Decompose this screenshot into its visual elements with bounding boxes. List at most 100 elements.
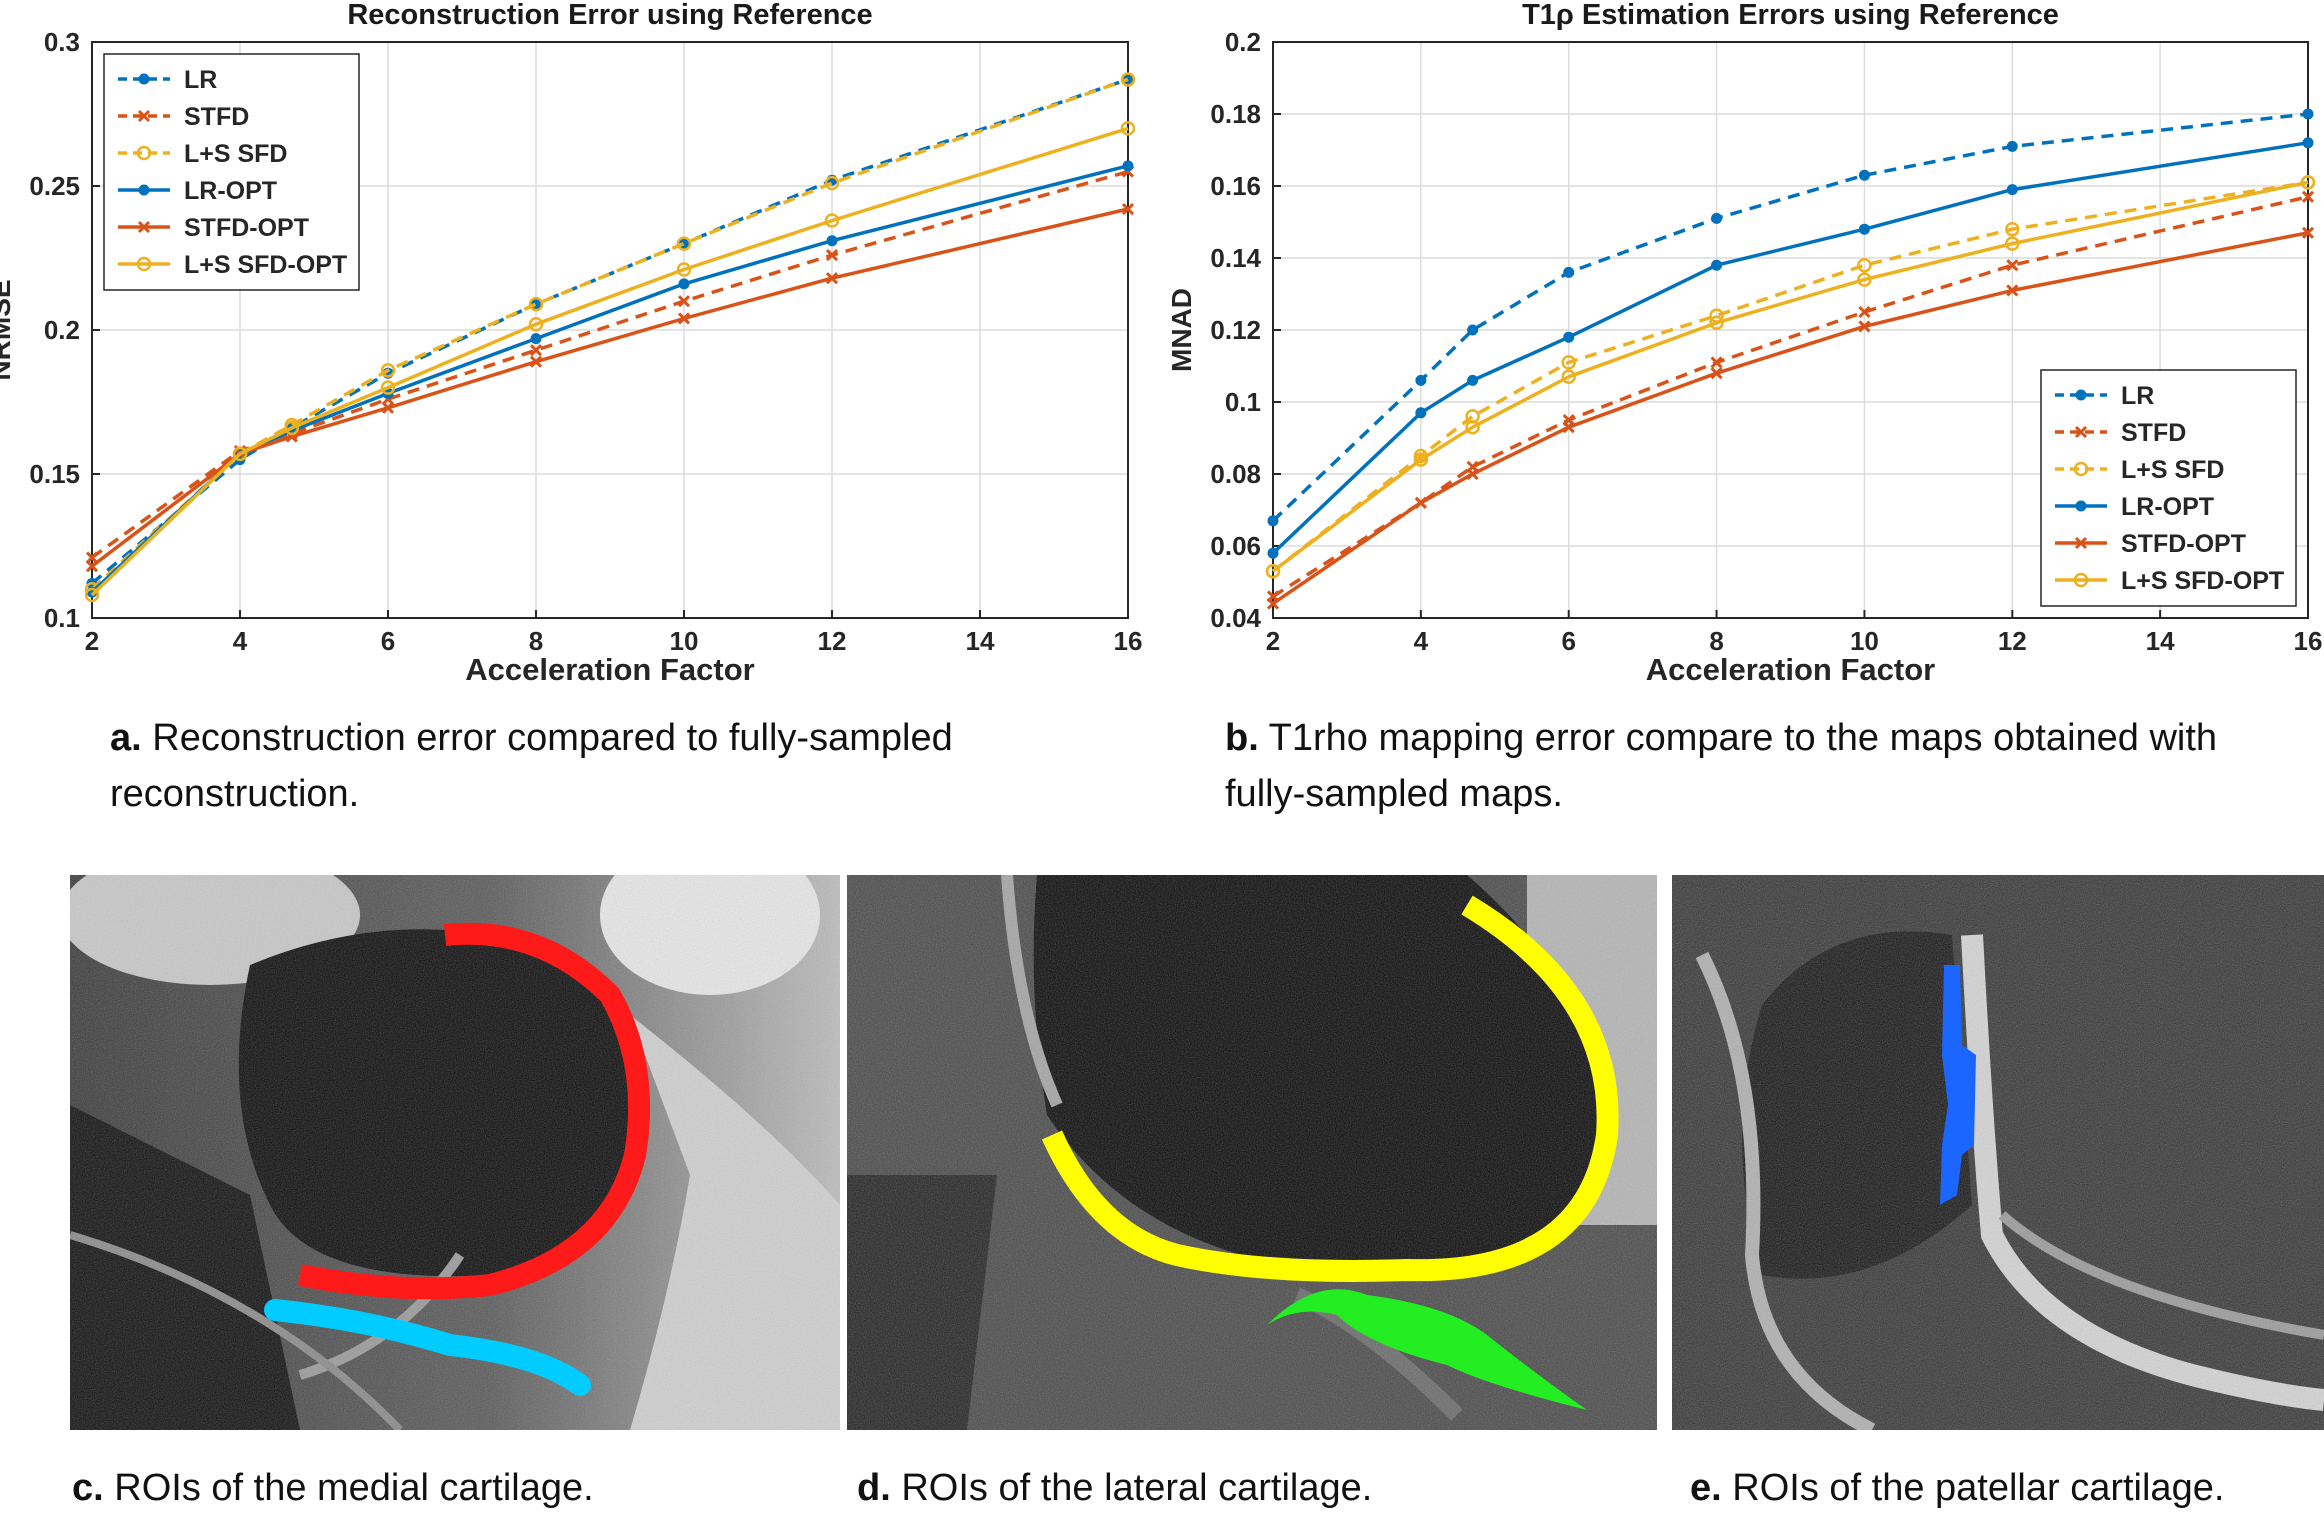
caption-b-text: T1rho mapping error compare to the maps … bbox=[1225, 717, 2218, 815]
nrmse-series-l-s-sfd-point-7 bbox=[1120, 72, 1136, 87]
mnad-series-l-s-sfd-line bbox=[1271, 180, 2309, 573]
nrmse-series-stfd-opt-point-7 bbox=[1121, 202, 1135, 216]
mnad-ytick-label-0.08: 0.08 bbox=[1210, 459, 1261, 489]
nrmse-xtick-label-16: 16 bbox=[1114, 626, 1143, 656]
medial-femoral-roi bbox=[297, 922, 651, 1300]
mnad-series-l-s-sfd-opt-point-3 bbox=[1561, 369, 1576, 385]
nrmse-ytick-label-0.25: 0.25 bbox=[29, 171, 80, 201]
nrmse-legend-lr-label: LR bbox=[184, 66, 217, 94]
mnad-xtick-label-10: 10 bbox=[1850, 626, 1879, 656]
caption-d-label: d. bbox=[857, 1467, 891, 1509]
nrmse-ytick-label-0.1: 0.1 bbox=[44, 603, 80, 633]
mnad-ytick-label-0.04: 0.04 bbox=[1210, 603, 1261, 633]
nrmse-series-stfd-point-4 bbox=[529, 344, 543, 357]
lateral-cartilage-image bbox=[847, 875, 1657, 1430]
nrmse-xtick-label-2: 2 bbox=[85, 626, 99, 656]
nrmse-xtick-label-4: 4 bbox=[233, 626, 248, 656]
nrmse-ytick-label-0.3: 0.3 bbox=[44, 27, 80, 57]
nrmse-series-l-s-sfd-opt-point-0 bbox=[84, 587, 100, 603]
mnad-xtick-label-16: 16 bbox=[2294, 626, 2323, 656]
mnad-series-lr-opt-point-7 bbox=[2302, 137, 2314, 149]
nrmse-series-l-s-sfd-point-3 bbox=[380, 363, 396, 378]
nrmse-xtick-label-14: 14 bbox=[966, 626, 995, 656]
mnad-series-stfd-opt-point-2 bbox=[1466, 467, 1479, 481]
nrmse-legend-lr-marker bbox=[138, 73, 150, 85]
caption-a-label: a. bbox=[110, 717, 142, 759]
mnad-legend-l-s-sfd-label: L+S SFD bbox=[2121, 456, 2225, 484]
mnad-legend-l-s-sfd-marker bbox=[2073, 461, 2089, 477]
mnad-series-stfd-opt-point-1 bbox=[1414, 496, 1427, 509]
mnad-series-lr-point-2 bbox=[1467, 324, 1479, 336]
mnad-series-stfd-point-4 bbox=[1710, 356, 1723, 369]
nrmse-series-lr-opt-point-6 bbox=[826, 235, 838, 247]
mnad-ytick-label-0.12: 0.12 bbox=[1210, 315, 1261, 345]
mnad-ytick-label-0.1: 0.1 bbox=[1225, 387, 1261, 417]
lateral-tibial-roi bbox=[1267, 1289, 1587, 1410]
caption-a-text: Reconstruction error compared to fully-s… bbox=[110, 717, 953, 815]
caption-e-text: ROIs of the patellar cartilage. bbox=[1732, 1467, 2225, 1509]
nrmse-series-stfd-opt-point-3 bbox=[381, 401, 395, 414]
nrmse-ylabel: NRMSE bbox=[0, 279, 16, 380]
mnad-legend-lr-label: LR bbox=[2121, 382, 2154, 410]
nrmse-legend: LR STFD L+S SFD LR-OPT STFD-OPT L+S SFD-OPT bbox=[103, 53, 360, 291]
mnad-ylabel: MNAD bbox=[1170, 288, 1197, 372]
nrmse-legend-stfd-opt-marker bbox=[137, 220, 151, 234]
mnad-xtick-label-12: 12 bbox=[1998, 626, 2027, 656]
mnad-series-lr-point-5 bbox=[1858, 169, 1870, 181]
nrmse-legend-stfd-opt-label: STFD-OPT bbox=[184, 214, 309, 242]
mnad-legend-stfd-opt-label: STFD-OPT bbox=[2121, 530, 2246, 558]
mnad-legend-box bbox=[2040, 369, 2297, 607]
patellar-cartilage-image bbox=[1672, 875, 2324, 1430]
mnad-series-stfd-point-5 bbox=[1858, 305, 1871, 319]
mnad-series-l-s-sfd-opt-point-5 bbox=[1857, 272, 1872, 287]
mnad-series-lr-opt-line bbox=[1271, 141, 2309, 555]
nrmse-xtick-label-6: 6 bbox=[381, 626, 395, 656]
mnad-series-stfd-opt-point-7 bbox=[2301, 226, 2315, 239]
mnad-series-lr-point-6 bbox=[2006, 140, 2018, 152]
mnad-xlabel: Acceleration Factor bbox=[1646, 652, 1935, 687]
mnad-legend-lr-marker bbox=[2075, 389, 2087, 401]
mnad-series-lr-opt-point-5 bbox=[1858, 223, 1870, 235]
mnad-series-l-s-sfd-opt-point-4 bbox=[1709, 315, 1724, 331]
mnad-frame bbox=[1272, 41, 2309, 619]
mnad-series-stfd-point-7 bbox=[2301, 190, 2315, 203]
mnad-series-l-s-sfd-opt-point-1 bbox=[1413, 452, 1429, 467]
mnad-series-stfd-opt-point-6 bbox=[2006, 284, 2019, 297]
nrmse-series-stfd-opt-point-5 bbox=[677, 312, 691, 325]
patellar-roi bbox=[1940, 965, 1976, 1205]
nrmse-ytick-label-0.15: 0.15 bbox=[29, 459, 80, 489]
mnad-series-stfd-opt-point-0 bbox=[1266, 597, 1280, 610]
mnad-series-stfd-opt-point-3 bbox=[1562, 421, 1575, 434]
nrmse-series-l-s-sfd-opt-point-7 bbox=[1120, 121, 1136, 136]
mnad-series-lr-point-1 bbox=[1415, 374, 1427, 386]
caption-e-label: e. bbox=[1690, 1467, 1722, 1509]
nrmse-series-l-s-sfd-point-4 bbox=[528, 296, 544, 312]
mnad-chart: 2 4 6 8 10 12 14 16 0.04 0.06 0.08 0.1 0.12 0.14 0.16 0… bbox=[1170, 0, 2323, 687]
mnad-title: T1ρ Estimation Errors using Reference bbox=[1522, 0, 2059, 31]
mnad-legend-l-s-sfd-opt-label: L+S SFD-OPT bbox=[2121, 567, 2284, 595]
nrmse-xlabel: Acceleration Factor bbox=[465, 652, 754, 687]
mnad-series-stfd-opt-point-5 bbox=[1858, 320, 1871, 333]
nrmse-legend-l-s-sfd-opt-marker bbox=[136, 256, 152, 272]
mnad-series-l-s-sfd-opt-point-7 bbox=[2300, 175, 2316, 190]
nrmse-xtick-label-12: 12 bbox=[818, 626, 847, 656]
mnad-series-lr-point-4 bbox=[1711, 212, 1723, 224]
mnad-series-l-s-sfd-opt-line bbox=[1271, 180, 2309, 573]
nrmse-ytick-label-0.2: 0.2 bbox=[44, 315, 80, 345]
nrmse-legend-stfd-label: STFD bbox=[184, 103, 249, 131]
mnad-ytick-label-0.18: 0.18 bbox=[1210, 99, 1261, 129]
nrmse-series-l-s-sfd-opt-point-5 bbox=[676, 262, 692, 277]
mnad-xtick-label-14: 14 bbox=[2146, 626, 2175, 656]
mnad-xtick-label-4: 4 bbox=[1414, 626, 1429, 656]
mnad-xtick-label-2: 2 bbox=[1266, 626, 1280, 656]
nrmse-series-lr-opt-point-4 bbox=[530, 333, 542, 345]
caption-d: d. ROIs of the lateral cartilage. bbox=[857, 1460, 1617, 1516]
nrmse-legend-box bbox=[103, 53, 360, 291]
caption-e: e. ROIs of the patellar cartilage. bbox=[1690, 1460, 2324, 1516]
nrmse-series-l-s-sfd-opt-point-3 bbox=[380, 380, 396, 395]
nrmse-series-l-s-sfd-opt-line bbox=[90, 126, 1129, 597]
nrmse-series-stfd-point-5 bbox=[677, 295, 691, 308]
caption-a: a. Reconstruction error compared to full… bbox=[110, 710, 1110, 822]
caption-c: c. ROIs of the medial cartilage. bbox=[72, 1460, 772, 1516]
mnad-ytick-label-0.16: 0.16 bbox=[1210, 171, 1261, 201]
